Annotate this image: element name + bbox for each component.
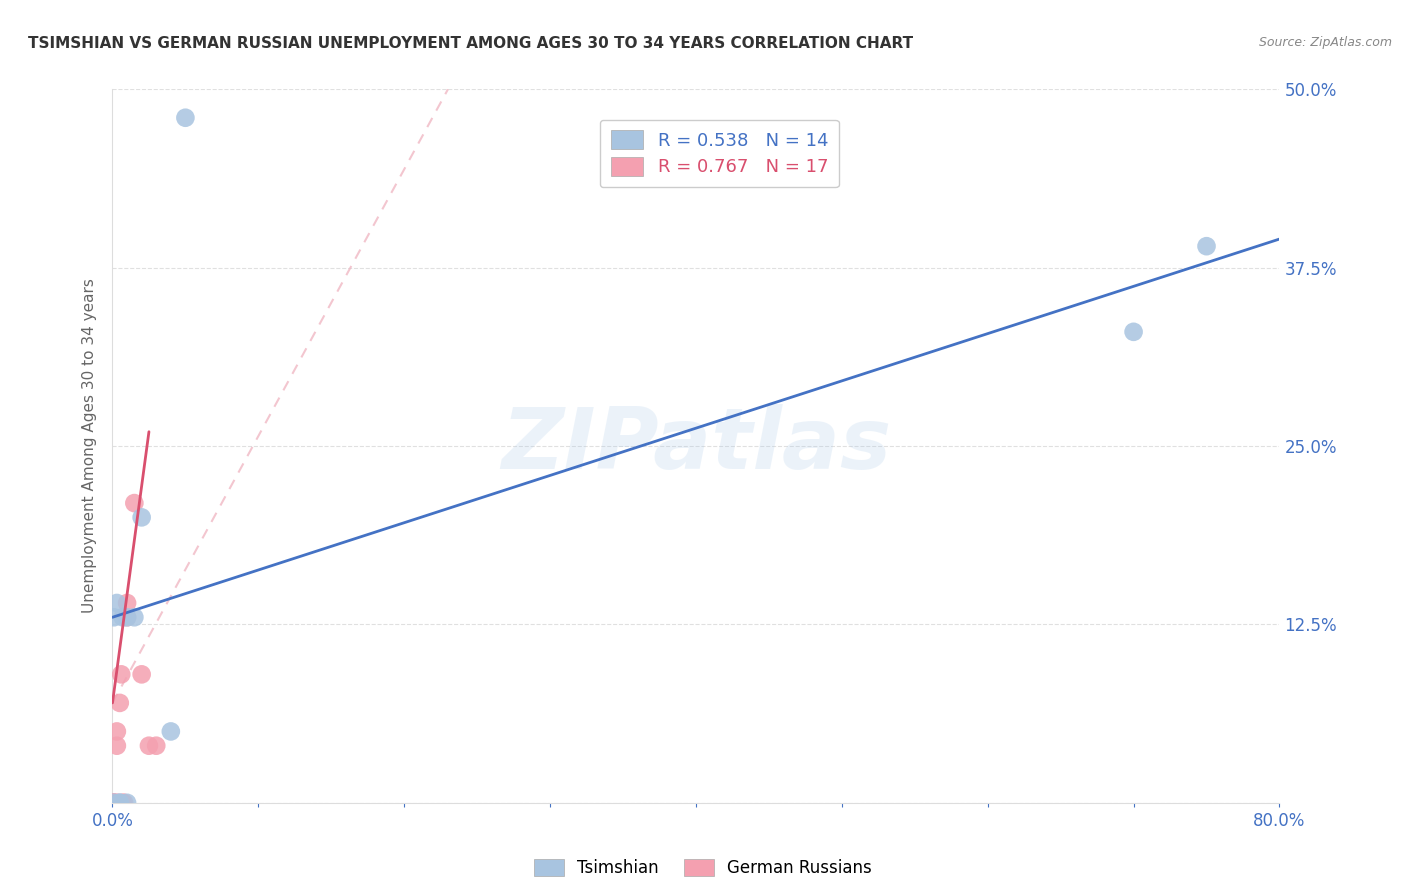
Point [104, 796, 127, 810]
Y-axis label: Unemployment Among Ages 30 to 34 years: Unemployment Among Ages 30 to 34 years [82, 278, 97, 614]
Point [115, 610, 138, 624]
Point [145, 739, 167, 753]
Point [101, 796, 124, 810]
Point [110, 667, 132, 681]
Text: ZIPatlas: ZIPatlas [501, 404, 891, 488]
Point [105, 596, 128, 610]
Text: TSIMSHIAN VS GERMAN RUSSIAN UNEMPLOYMENT AMONG AGES 30 TO 34 YEARS CORRELATION C: TSIMSHIAN VS GERMAN RUSSIAN UNEMPLOYMENT… [28, 36, 914, 51]
Point [174, 111, 197, 125]
Point [1122, 325, 1144, 339]
Point [124, 496, 146, 510]
Point [160, 724, 183, 739]
Legend: R = 0.538   N = 14, R = 0.767   N = 17: R = 0.538 N = 14, R = 0.767 N = 17 [600, 120, 839, 187]
Point [103, 610, 125, 624]
Point [105, 724, 128, 739]
Point [103, 796, 125, 810]
Legend: Tsimshian, German Russians: Tsimshian, German Russians [527, 852, 879, 884]
Point [108, 696, 131, 710]
Point [103, 796, 125, 810]
Point [115, 610, 138, 624]
Point [108, 796, 131, 810]
Point [115, 796, 138, 810]
Point [107, 796, 129, 810]
Point [1195, 239, 1218, 253]
Point [131, 510, 153, 524]
Point [103, 796, 125, 810]
Point [105, 739, 128, 753]
Point [111, 610, 134, 624]
Point [124, 610, 146, 624]
Point [111, 796, 134, 810]
Point [112, 796, 135, 810]
Point [115, 596, 138, 610]
Point [131, 667, 153, 681]
Point [138, 739, 160, 753]
Point [108, 796, 131, 810]
Text: Source: ZipAtlas.com: Source: ZipAtlas.com [1258, 36, 1392, 49]
